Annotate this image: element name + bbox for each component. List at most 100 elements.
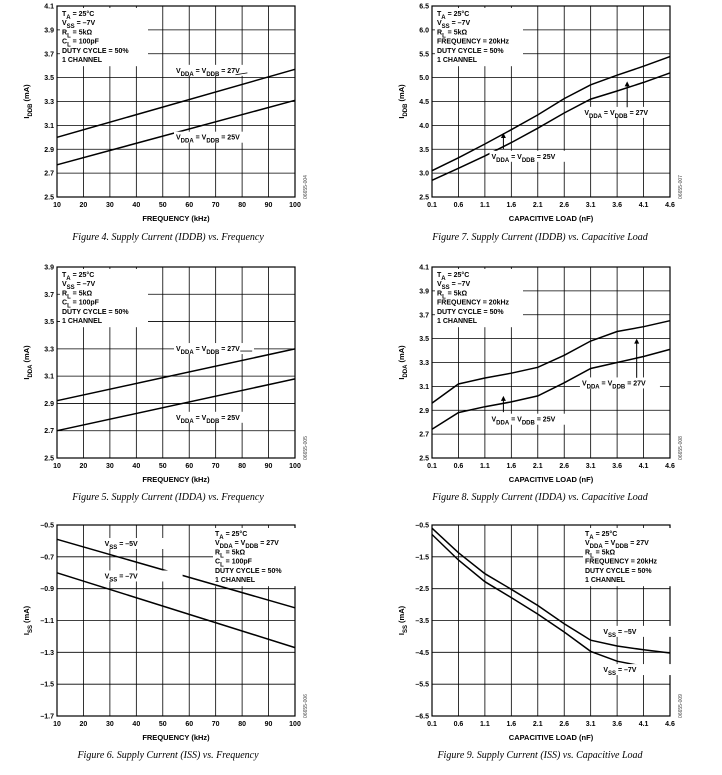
y-tick-label: 3.5: [419, 336, 429, 343]
series-label: VDDA = VDDB = 27V: [584, 110, 648, 120]
chart-fig9: 0.1 0.6 1.1 1.6 2.1 2.6 3.1 3.6 4.1 4.6 –0.5 –1.5 –2…: [397, 523, 684, 762]
x-tick-label: 4.6: [665, 721, 675, 728]
x-tick-label: 1.6: [506, 463, 516, 470]
y-tick-label: –0.7: [40, 554, 54, 561]
figure-caption: Figure 6. Supply Current (ISS) vs. Frequ…: [76, 750, 259, 761]
y-axis-title: IDDA (mA): [22, 345, 34, 380]
series-line-0: [431, 55, 671, 172]
series-line-1: [56, 572, 296, 649]
y-tick-label: 3.3: [44, 99, 54, 106]
condition-text: DUTY CYCLE = 50%: [62, 48, 129, 55]
x-tick-label: 2.1: [533, 202, 543, 209]
y-axis-title: ISS (mA): [397, 605, 409, 635]
x-tick-label: 4.6: [665, 463, 675, 470]
x-tick-label: 100: [289, 202, 301, 209]
x-tick-label: 60: [185, 721, 193, 728]
condition-text: DUTY CYCLE = 50%: [62, 309, 129, 316]
y-tick-label: –2.5: [415, 586, 429, 593]
chart-fig7: 0.1 0.6 1.1 1.6 2.1 2.6 3.1 3.6 4.1 4.6 2.5 3.0 3.5 4…: [397, 4, 684, 244]
y-tick-label: 2.7: [44, 428, 54, 435]
x-tick-label: 2.6: [559, 721, 569, 728]
x-tick-label: 20: [80, 202, 88, 209]
conditions-bg: [60, 269, 148, 328]
condition-text: RL = 5kΩ: [437, 29, 467, 39]
y-tick-label: 3.5: [44, 319, 54, 326]
y-tick-label: 3.7: [44, 51, 54, 58]
condition-text: CL = 100pF: [62, 39, 100, 49]
condition-text: VSS = –7V: [62, 20, 95, 30]
y-tick-label: 3.7: [419, 312, 429, 319]
x-tick-label: 2.6: [559, 202, 569, 209]
series-label: VDDA = VDDB = 27V: [176, 68, 240, 78]
label-leader: [235, 72, 248, 76]
condition-text: FREQUENCY = 20kHz: [585, 559, 658, 566]
x-tick-label: 3.6: [612, 202, 622, 209]
x-tick-label: 1.6: [506, 721, 516, 728]
condition-text: VSS = –7V: [437, 281, 470, 291]
figure-code: 06655-007: [678, 175, 684, 199]
series-label-bg: [102, 570, 183, 582]
condition-text: RL = 5kΩ: [62, 290, 92, 300]
series-line-1: [431, 533, 671, 672]
condition-text: TA = 25°C: [585, 530, 617, 541]
condition-text: RL = 5kΩ: [585, 549, 615, 559]
y-tick-label: 2.5: [44, 456, 54, 463]
plot-frame: [431, 5, 671, 198]
y-axis-title: IDDB (mA): [397, 84, 409, 119]
y-tick-label: –6.5: [415, 714, 429, 721]
condition-text: 1 CHANNEL: [437, 57, 478, 64]
plot-frame: [56, 524, 296, 717]
series-label: VDDA = VDDB = 27V: [582, 380, 646, 390]
condition-text: TA = 25°C: [215, 530, 247, 541]
y-tick-label: 3.1: [419, 384, 429, 391]
x-tick-label: 80: [238, 202, 246, 209]
conditions-bg: [583, 528, 671, 587]
x-tick-label: 3.1: [586, 202, 596, 209]
figure-code: 06655-006: [303, 694, 309, 718]
condition-text: 1 CHANNEL: [62, 318, 103, 325]
figure-caption: Figure 7. Supply Current (IDDB) vs. Capa…: [431, 232, 649, 243]
chart-fig4: 10 20 30 40 50 60 70 80 90 100 2.5 2.7 2.9 3.1 3.3 3.5 3…: [22, 4, 309, 244]
x-tick-label: 50: [159, 202, 167, 209]
x-tick-label: 60: [185, 202, 193, 209]
condition-text: DUTY CYCLE = 50%: [215, 568, 282, 575]
y-tick-label: 2.5: [419, 456, 429, 463]
series-label-bg: [601, 625, 682, 637]
condition-text: RL = 5kΩ: [62, 29, 92, 39]
series-label-bg: [174, 131, 254, 143]
condition-text: VDDA = VDDB = 27V: [585, 540, 649, 550]
x-tick-label: 100: [289, 721, 301, 728]
condition-text: RL = 5kΩ: [215, 549, 245, 559]
y-tick-label: 3.3: [419, 360, 429, 367]
series-label-bg: [489, 150, 570, 162]
conditions-bg: [435, 8, 523, 67]
arrow-head: [500, 395, 506, 401]
series-label-bg: [601, 664, 682, 676]
y-tick-label: –1.5: [415, 554, 429, 561]
y-tick-label: –0.5: [40, 523, 54, 530]
y-tick-label: 3.9: [44, 265, 54, 272]
x-axis-title: CAPACITIVE LOAD (nF): [509, 475, 594, 484]
series-label-bg: [174, 343, 254, 355]
x-tick-label: 3.6: [612, 463, 622, 470]
y-axis-title: IDDB (mA): [22, 84, 34, 119]
figure-caption: Figure 5. Supply Current (IDDA) vs. Freq…: [71, 492, 264, 503]
x-tick-label: 20: [80, 463, 88, 470]
x-tick-label: 0.6: [454, 463, 464, 470]
series-line-1: [56, 378, 296, 432]
x-tick-label: 3.6: [612, 721, 622, 728]
x-tick-label: 0.1: [427, 721, 437, 728]
y-tick-label: 3.9: [44, 27, 54, 34]
x-axis-title: FREQUENCY (kHz): [142, 733, 210, 742]
condition-text: VSS = –7V: [437, 20, 470, 30]
arrow-head: [624, 81, 630, 87]
y-tick-label: 4.5: [419, 99, 429, 106]
x-tick-label: 1.1: [480, 463, 490, 470]
series-label: VDDA = VDDB = 27V: [176, 346, 240, 356]
condition-text: 1 CHANNEL: [62, 57, 103, 64]
condition-text: 1 CHANNEL: [215, 577, 256, 584]
x-tick-label: 60: [185, 463, 193, 470]
condition-text: FREQUENCY = 20kHz: [437, 39, 510, 46]
y-tick-label: 3.0: [419, 171, 429, 178]
